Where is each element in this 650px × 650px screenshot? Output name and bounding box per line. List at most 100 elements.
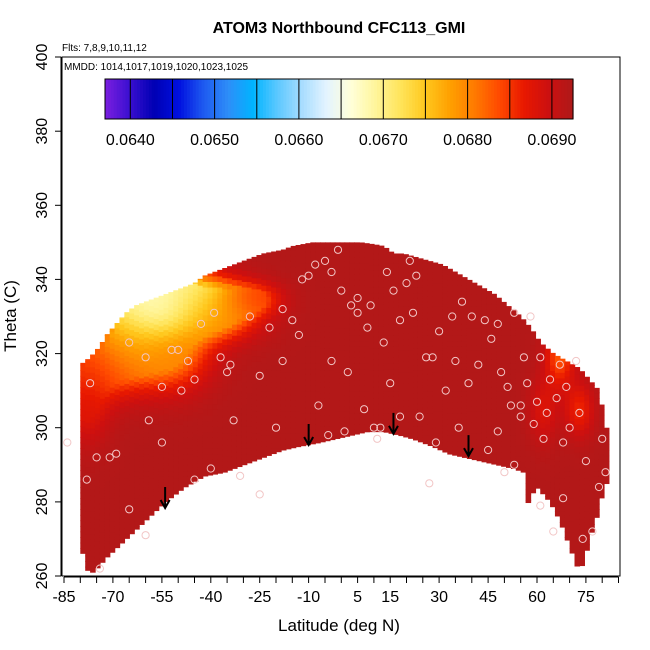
heatmap-cell	[550, 453, 556, 460]
heatmap-cell	[383, 257, 390, 264]
heatmap-cell	[280, 327, 287, 334]
heatmap-cell	[378, 353, 385, 360]
heatmap-cell	[276, 353, 282, 360]
heatmap-cell	[178, 340, 184, 347]
heatmap-cell	[246, 403, 253, 410]
heatmap-cell	[227, 338, 233, 346]
heatmap-cell	[80, 509, 86, 516]
colorbar-segment	[570, 79, 574, 119]
heatmap-cell	[339, 372, 346, 379]
heatmap-cell	[530, 349, 537, 357]
heatmap-cell	[129, 373, 135, 381]
heatmap-cell	[501, 351, 507, 358]
colorbar-segment	[131, 79, 135, 119]
heatmap-cell	[369, 342, 375, 349]
heatmap-cell	[222, 366, 228, 373]
heatmap-cell	[114, 516, 121, 523]
heatmap-cell	[554, 388, 561, 396]
heatmap-cell	[310, 273, 316, 281]
heatmap-cell	[227, 383, 233, 390]
heatmap-cell	[408, 427, 414, 434]
heatmap-cell	[344, 322, 351, 329]
heatmap-cell	[320, 303, 326, 310]
heatmap-cell	[594, 398, 600, 405]
heatmap-cell	[403, 277, 409, 284]
heatmap-cell	[90, 488, 96, 496]
heatmap-cell	[476, 427, 483, 434]
heatmap-cell	[373, 247, 380, 255]
heatmap-cell	[364, 385, 370, 392]
heatmap-cell	[535, 468, 541, 475]
heatmap-cell	[574, 501, 581, 509]
sample-point	[601, 468, 610, 477]
sample-point	[353, 308, 362, 317]
colorbar-segment	[382, 79, 387, 119]
heatmap-cell	[305, 262, 311, 270]
heatmap-cell	[364, 401, 370, 409]
heatmap-cell	[584, 422, 590, 429]
heatmap-cell	[496, 297, 502, 303]
heatmap-cell	[574, 557, 581, 564]
sample-point	[95, 564, 105, 573]
heatmap-cell	[271, 353, 277, 360]
heatmap-cell	[300, 351, 307, 358]
heatmap-cell	[344, 405, 351, 412]
heatmap-cell	[280, 427, 287, 434]
heatmap-cell	[227, 322, 233, 329]
heatmap-cell	[383, 362, 390, 370]
heatmap-cell	[344, 377, 351, 384]
heatmap-cell	[457, 446, 463, 453]
heatmap-cell	[417, 331, 424, 338]
heatmap-cell	[192, 444, 199, 451]
colorbar-segment	[169, 79, 173, 119]
heatmap-cell	[506, 390, 512, 397]
heatmap-cell	[139, 455, 145, 462]
heatmap-cell	[417, 414, 424, 422]
heatmap-cell	[202, 414, 209, 422]
heatmap-cell	[280, 277, 287, 284]
heatmap-cell	[422, 318, 429, 325]
heatmap-cell	[158, 459, 165, 466]
heatmap-cell	[192, 327, 199, 334]
heatmap-cell	[197, 351, 204, 358]
heatmap-cell	[276, 336, 282, 344]
heatmap-cell	[437, 355, 444, 362]
heatmap-cell	[471, 422, 478, 429]
heatmap-cell	[90, 444, 96, 451]
heatmap-cell	[178, 346, 184, 353]
heatmap-cell	[202, 325, 209, 333]
heatmap-cell	[202, 314, 209, 321]
x-tick-label: 75	[577, 589, 595, 606]
heatmap-cell	[310, 318, 316, 325]
heatmap-cell	[339, 405, 346, 412]
heatmap-cell	[545, 435, 551, 442]
sample-point	[386, 379, 395, 388]
heatmap-cell	[109, 525, 116, 533]
heatmap-cell	[559, 366, 566, 373]
heatmap-cell	[452, 429, 458, 436]
arrow-markers-layer	[159, 412, 474, 511]
heatmap-cell	[280, 333, 287, 340]
heatmap-cell	[227, 438, 233, 446]
heatmap-cell	[476, 411, 483, 418]
heatmap-cell	[187, 436, 194, 444]
heatmap-cell	[261, 290, 267, 297]
heatmap-cell	[603, 461, 610, 468]
heatmap-cell	[163, 474, 170, 481]
heatmap-cell	[99, 381, 106, 388]
heatmap-cell	[183, 375, 189, 383]
heatmap-cell	[109, 370, 116, 377]
arrow-marker	[388, 412, 399, 436]
heatmap-cell	[114, 444, 121, 451]
heatmap-cell	[256, 411, 263, 418]
heatmap-cell	[417, 303, 424, 310]
heatmap-cell	[579, 435, 585, 442]
heatmap-cell	[447, 318, 453, 325]
heatmap-cell	[158, 320, 165, 327]
heatmap-cell	[403, 416, 409, 423]
heatmap-cell	[501, 379, 507, 386]
heatmap-cell	[143, 503, 150, 510]
heatmap-cell	[207, 464, 214, 472]
heatmap-cell	[80, 398, 86, 405]
heatmap-cell	[383, 290, 390, 297]
